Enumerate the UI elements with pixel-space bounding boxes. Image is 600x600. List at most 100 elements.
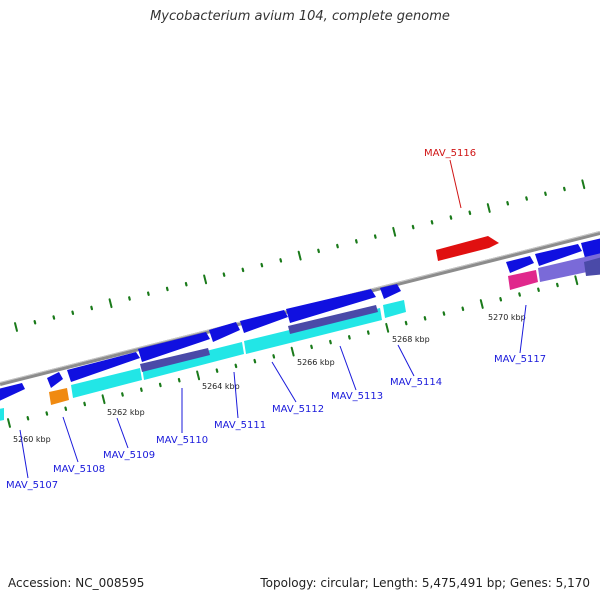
inner-ring-minor-tick bbox=[215, 368, 219, 373]
gene-arrow-mav-5111[interactable] bbox=[209, 322, 240, 342]
outer-ring-major-tick bbox=[14, 322, 18, 332]
outer-ring-minor-tick bbox=[241, 267, 245, 273]
inner-ring-minor-tick bbox=[347, 335, 351, 340]
inner-ring-minor-tick bbox=[329, 339, 332, 345]
outer-ring-major-tick bbox=[392, 226, 397, 237]
inner-ring-minor-tick bbox=[45, 411, 49, 416]
gene-label-mav-5109[interactable]: MAV_5109 bbox=[103, 450, 155, 461]
outer-ring-minor-tick bbox=[222, 272, 226, 277]
gene-arrow-mav-5112[interactable] bbox=[240, 310, 288, 333]
gene-arrow-mav-5113[interactable] bbox=[286, 289, 376, 323]
inner-ring-minor-tick bbox=[423, 316, 427, 321]
outer-ring-minor-tick bbox=[506, 200, 510, 206]
gene-arrow-mav-5117[interactable] bbox=[506, 256, 534, 273]
kbp-label: 5266 kbp bbox=[297, 358, 335, 367]
gene-arrow-mav-5116[interactable] bbox=[436, 236, 499, 261]
outer-ring-minor-tick bbox=[165, 286, 169, 292]
gene-label-mav-5107[interactable]: MAV_5107 bbox=[6, 480, 58, 491]
outer-ring-major-tick bbox=[297, 250, 302, 261]
cds-bar-mav-5109[interactable] bbox=[71, 368, 142, 398]
outer-ring-minor-tick bbox=[430, 220, 434, 225]
gene-label-mav-5112[interactable]: MAV_5112 bbox=[272, 404, 324, 415]
outer-ring-major-tick bbox=[203, 274, 208, 285]
outer-ring-minor-tick bbox=[260, 262, 264, 268]
inner-ring-minor-tick bbox=[64, 406, 68, 411]
inner-ring-minor-tick bbox=[537, 287, 540, 293]
inner-ring-major-tick bbox=[385, 322, 390, 333]
kbp-label: 5264 kbp bbox=[202, 382, 240, 391]
gene-label-mav-5116[interactable]: MAV_5116 bbox=[424, 148, 476, 159]
leader-mav-5112 bbox=[271, 361, 297, 403]
kbp-label: 5262 kbp bbox=[107, 408, 145, 417]
cds-bar-mav-5107[interactable] bbox=[0, 408, 4, 422]
inner-ring-major-tick bbox=[101, 394, 106, 405]
leader-mav-5113 bbox=[339, 345, 357, 391]
kbp-label: 5270 kbp bbox=[488, 313, 526, 322]
cds-bar-mav-5108[interactable] bbox=[49, 388, 69, 405]
outer-ring-major-tick bbox=[581, 179, 586, 190]
gene-arrow-mav-5118[interactable] bbox=[535, 244, 582, 266]
feature-bar-mav-5110[interactable] bbox=[140, 348, 210, 372]
inner-ring-major-tick bbox=[479, 299, 484, 309]
gene-label-mav-5113[interactable]: MAV_5113 bbox=[331, 391, 383, 402]
inner-ring-minor-tick bbox=[234, 363, 238, 369]
feature-bar-mav-5113[interactable] bbox=[288, 305, 378, 334]
gene-arrow-mav-5108[interactable] bbox=[47, 372, 63, 388]
inner-ring-major-tick bbox=[574, 275, 579, 286]
inner-ring-minor-tick bbox=[556, 282, 559, 288]
gene-label-mav-5114[interactable]: MAV_5114 bbox=[390, 377, 442, 388]
inner-ring-minor-tick bbox=[139, 387, 143, 392]
kbp-label: 5260 kbp bbox=[13, 435, 51, 444]
outer-ring-minor-tick bbox=[525, 196, 528, 201]
outer-ring-minor-tick bbox=[90, 305, 94, 311]
inner-ring-minor-tick bbox=[404, 320, 408, 326]
cds-track bbox=[0, 252, 600, 422]
inner-ring-minor-tick bbox=[253, 358, 257, 364]
gene-arrow-mav-5109[interactable] bbox=[67, 352, 140, 382]
inner-ring-minor-tick bbox=[461, 306, 465, 312]
cds-bar-mav-5110[interactable] bbox=[142, 342, 244, 380]
gene-label-mav-5108[interactable]: MAV_5108 bbox=[53, 464, 105, 475]
gene-label-mav-5111[interactable]: MAV_5111 bbox=[214, 420, 266, 431]
forward-gene-track bbox=[0, 237, 600, 402]
inner-tick-ring bbox=[7, 275, 579, 428]
inner-ring-major-tick bbox=[7, 418, 11, 428]
leader-mav-5114 bbox=[397, 344, 415, 377]
feature-bar-right[interactable] bbox=[584, 256, 600, 276]
gene-arrow-mav-5107[interactable] bbox=[0, 383, 25, 402]
outer-ring-minor-tick bbox=[544, 191, 547, 197]
map-title: Mycobacterium avium 104, complete genome bbox=[150, 9, 450, 24]
outer-ring-minor-tick bbox=[317, 248, 320, 254]
gene-arrow-mav-5114[interactable] bbox=[380, 284, 401, 299]
outer-ring-minor-tick bbox=[279, 258, 283, 263]
cds-bar-mav-5118[interactable] bbox=[538, 252, 600, 282]
inner-ring-minor-tick bbox=[310, 344, 313, 350]
inner-ring-minor-tick bbox=[366, 330, 370, 335]
outer-ring-minor-tick bbox=[128, 296, 131, 301]
leader-mav-5107 bbox=[19, 429, 29, 479]
gene-arrow-mav-5110[interactable] bbox=[138, 332, 210, 362]
gene-labels: MAV_5107 MAV_5108 MAV_5109 MAV_5110 MAV_… bbox=[6, 148, 546, 491]
outer-ring-minor-tick bbox=[354, 239, 358, 244]
inner-ring-minor-tick bbox=[158, 382, 162, 388]
gene-arrow-mav-5119[interactable] bbox=[581, 237, 600, 258]
leader-mav-5116 bbox=[449, 159, 462, 209]
outer-ring-minor-tick bbox=[411, 224, 415, 230]
outer-ring-major-tick bbox=[486, 203, 491, 213]
inner-ring-major-tick bbox=[290, 346, 295, 357]
label-leaders bbox=[19, 304, 527, 479]
outer-ring-minor-tick bbox=[52, 315, 56, 320]
outer-ring-minor-tick bbox=[468, 210, 472, 216]
inner-ring-minor-tick bbox=[83, 401, 87, 407]
leader-mav-5109 bbox=[116, 417, 129, 449]
outer-ring-minor-tick bbox=[449, 215, 453, 220]
inner-ring-minor-tick bbox=[177, 377, 181, 383]
gene-label-mav-5117[interactable]: MAV_5117 bbox=[494, 354, 546, 365]
cds-bar-mav-5117[interactable] bbox=[508, 270, 538, 290]
gene-label-mav-5110[interactable]: MAV_5110 bbox=[156, 435, 208, 446]
inner-ring-minor-tick bbox=[272, 354, 276, 359]
cds-bar-mav-5114[interactable] bbox=[383, 300, 406, 318]
outer-tick-ring bbox=[14, 179, 586, 332]
leader-mav-5117 bbox=[519, 304, 527, 354]
